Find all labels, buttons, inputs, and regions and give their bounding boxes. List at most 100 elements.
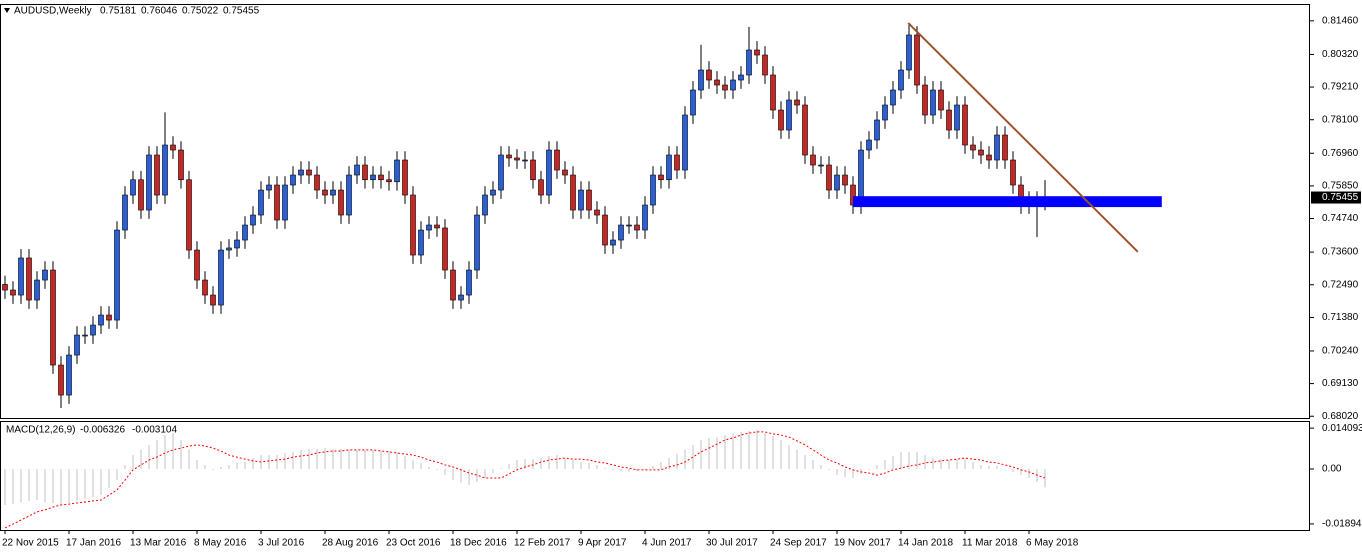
y-tick-label: 0.79210 [1322, 82, 1359, 93]
candle-body [642, 204, 648, 231]
candle-body [362, 164, 368, 181]
x-tick-label: 24 Sep 2017 [770, 538, 827, 549]
candle-body [202, 279, 208, 296]
x-tick-label: 19 Nov 2017 [834, 538, 891, 549]
x-tick-label: 11 Mar 2018 [962, 538, 1018, 549]
price-label-box [1311, 191, 1361, 204]
candle-body [690, 89, 696, 116]
candle-body [802, 104, 808, 156]
candle-body [474, 214, 480, 271]
candle-body [722, 84, 728, 91]
candle-body [602, 214, 608, 246]
candle-body [10, 289, 16, 296]
candle-body [218, 249, 224, 306]
candle-body [978, 149, 984, 156]
candle-body [354, 164, 360, 176]
candle-body [106, 314, 112, 321]
candle-body [698, 69, 704, 91]
candle-body [938, 89, 944, 111]
header-close: 0.75455 [223, 6, 260, 17]
candle-body [370, 174, 376, 181]
candle-body [826, 164, 832, 191]
candle-body [922, 84, 928, 116]
x-tick-label: 23 Oct 2016 [386, 538, 441, 549]
candle-body [194, 249, 200, 281]
candle-body [450, 269, 456, 301]
x-tick-label: 9 Apr 2017 [578, 538, 627, 549]
x-tick-label: 12 Feb 2017 [514, 538, 571, 549]
y-tick-label: 0.00 [1322, 464, 1342, 475]
candle-body [234, 239, 240, 249]
candle-body [330, 189, 336, 196]
y-tick-label: 0.68020 [1322, 411, 1359, 422]
current-price: 0.75455 [1322, 192, 1359, 203]
candle-body [890, 89, 896, 106]
candle-body [514, 157, 520, 161]
candle-body [98, 314, 104, 326]
candle-body [970, 144, 976, 151]
y-tick-label: 0.014093 [1322, 423, 1362, 434]
trend-line [907, 22, 1139, 253]
candle-body [794, 99, 800, 106]
candle-body [290, 174, 296, 186]
signal-line [4, 431, 1046, 529]
candle-body [914, 34, 920, 86]
candle-body [666, 154, 672, 181]
candle-body [786, 99, 792, 131]
candle-body [946, 109, 952, 131]
candle-body [658, 174, 664, 181]
y-tick-label: 0.76960 [1322, 148, 1359, 159]
candle-body [58, 364, 64, 396]
candle-body [178, 149, 184, 181]
macd-title: MACD(12,26,9) [6, 425, 75, 436]
candle-body [754, 49, 760, 56]
candle-body [682, 114, 688, 171]
candle-body [162, 144, 168, 196]
candle-body [66, 354, 72, 396]
macd-main: -0.006326 [80, 425, 125, 436]
candle-body [266, 184, 272, 191]
candle-body [346, 174, 352, 216]
candle-body [962, 104, 968, 146]
candle-body [810, 154, 816, 166]
candle-body [762, 54, 768, 76]
candle-body [410, 194, 416, 256]
x-tick-label: 3 Jul 2016 [258, 538, 305, 549]
candle-body [250, 214, 256, 226]
candle-body [866, 139, 872, 151]
candle-body [522, 159, 528, 162]
candle-body [258, 189, 264, 216]
candle-body [706, 69, 712, 81]
x-tick-label: 13 Mar 2016 [130, 538, 187, 549]
candle-body [778, 109, 784, 131]
candle-body [26, 257, 32, 301]
candle-body [122, 194, 128, 231]
menu-arrow[interactable] [4, 8, 10, 13]
candle-body [386, 179, 392, 183]
x-tick-label: 17 Jan 2016 [66, 538, 121, 549]
zone-rectangle [853, 196, 1162, 208]
candle-body [594, 209, 600, 216]
y-tick-label: 0.78100 [1322, 114, 1359, 125]
candle-body [394, 159, 400, 183]
candle-body [1002, 134, 1008, 161]
candle-body [994, 134, 1000, 161]
y-tick-label: 0.73600 [1322, 247, 1359, 258]
candle-body [818, 164, 824, 167]
candle-body [834, 174, 840, 191]
candle-body [82, 334, 88, 337]
candle-body [186, 179, 192, 251]
candle-body [882, 104, 888, 121]
y-tick-label: 0.69130 [1322, 378, 1359, 389]
candle-body [226, 247, 232, 251]
y-tick-label: 0.81460 [1322, 16, 1359, 27]
y-tick-label: 0.71380 [1322, 312, 1359, 323]
candle-body [242, 224, 248, 241]
candle-body [650, 174, 656, 206]
y-tick-label: 0.75850 [1322, 181, 1359, 192]
candle-body [434, 224, 440, 229]
candle-body [154, 154, 160, 196]
y-tick-label: 0.80320 [1322, 49, 1359, 60]
candle-body [466, 269, 472, 296]
